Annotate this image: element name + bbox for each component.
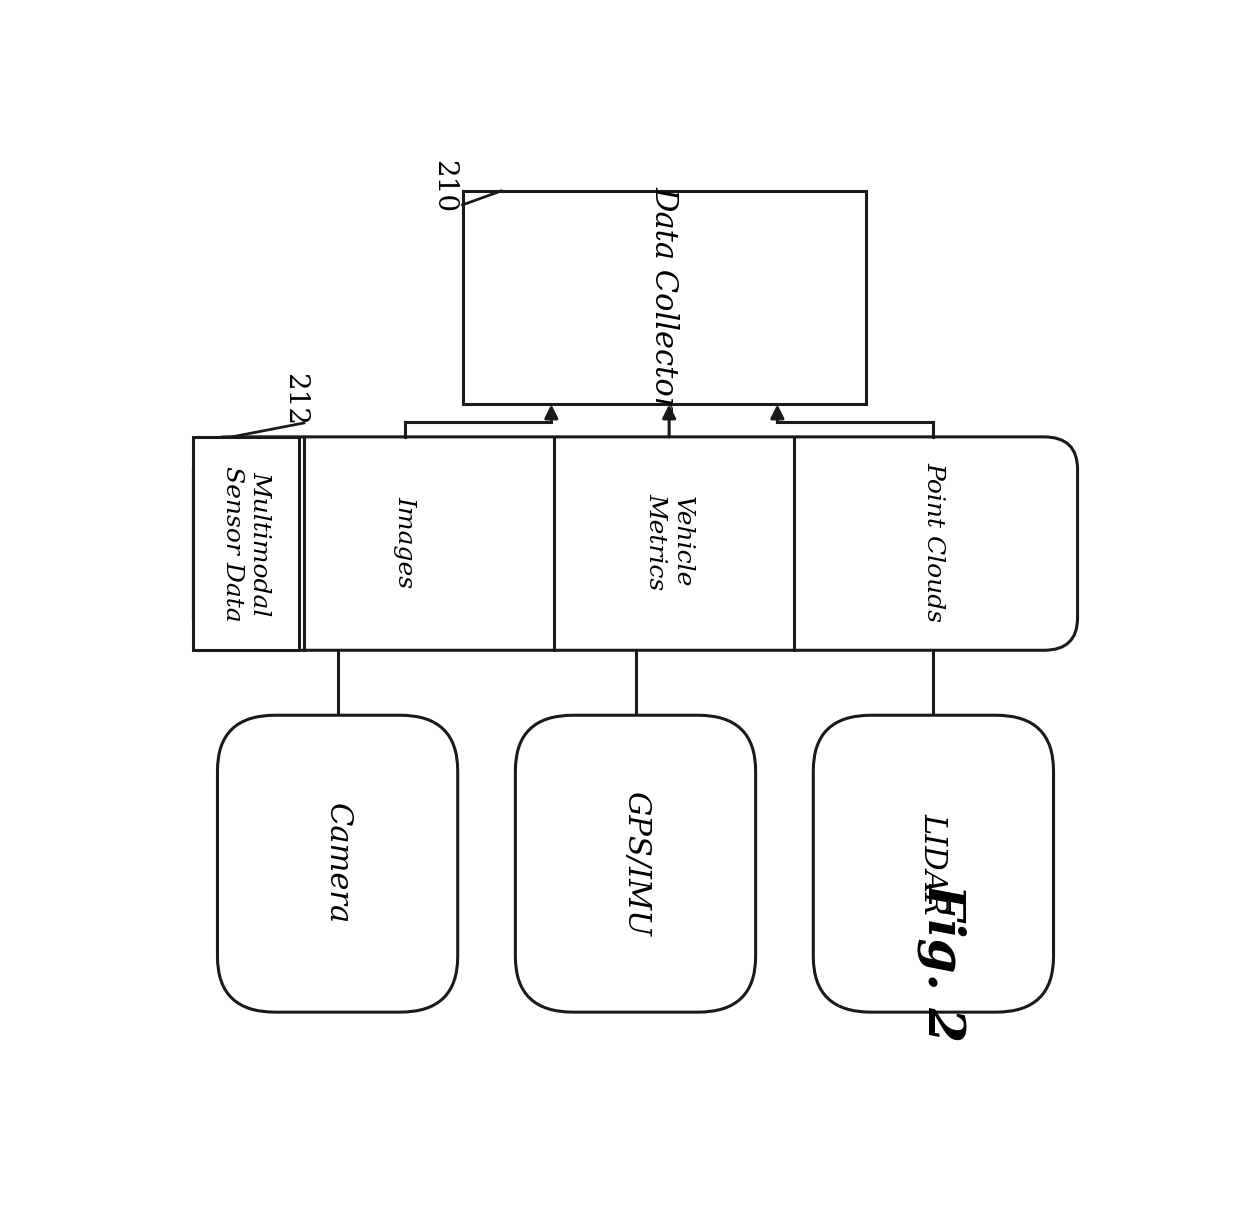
Text: Point Clouds: Point Clouds [921, 462, 945, 622]
Text: 212: 212 [280, 374, 308, 427]
FancyBboxPatch shape [813, 716, 1054, 1012]
Text: LIDAR: LIDAR [918, 813, 949, 915]
FancyBboxPatch shape [217, 716, 458, 1012]
Polygon shape [193, 437, 299, 651]
Text: Fig. 2: Fig. 2 [919, 882, 967, 1041]
Text: Images: Images [393, 495, 417, 588]
FancyBboxPatch shape [193, 437, 1078, 651]
Text: 210: 210 [430, 160, 456, 213]
Text: Camera: Camera [322, 803, 353, 924]
Text: GPS/IMU: GPS/IMU [620, 792, 651, 936]
FancyBboxPatch shape [516, 716, 755, 1012]
Text: Vehicle
Metrics: Vehicle Metrics [645, 493, 694, 590]
FancyBboxPatch shape [463, 190, 866, 405]
Text: Multimodal
Sensor Data: Multimodal Sensor Data [222, 466, 272, 622]
Text: Data Collector: Data Collector [649, 186, 680, 410]
